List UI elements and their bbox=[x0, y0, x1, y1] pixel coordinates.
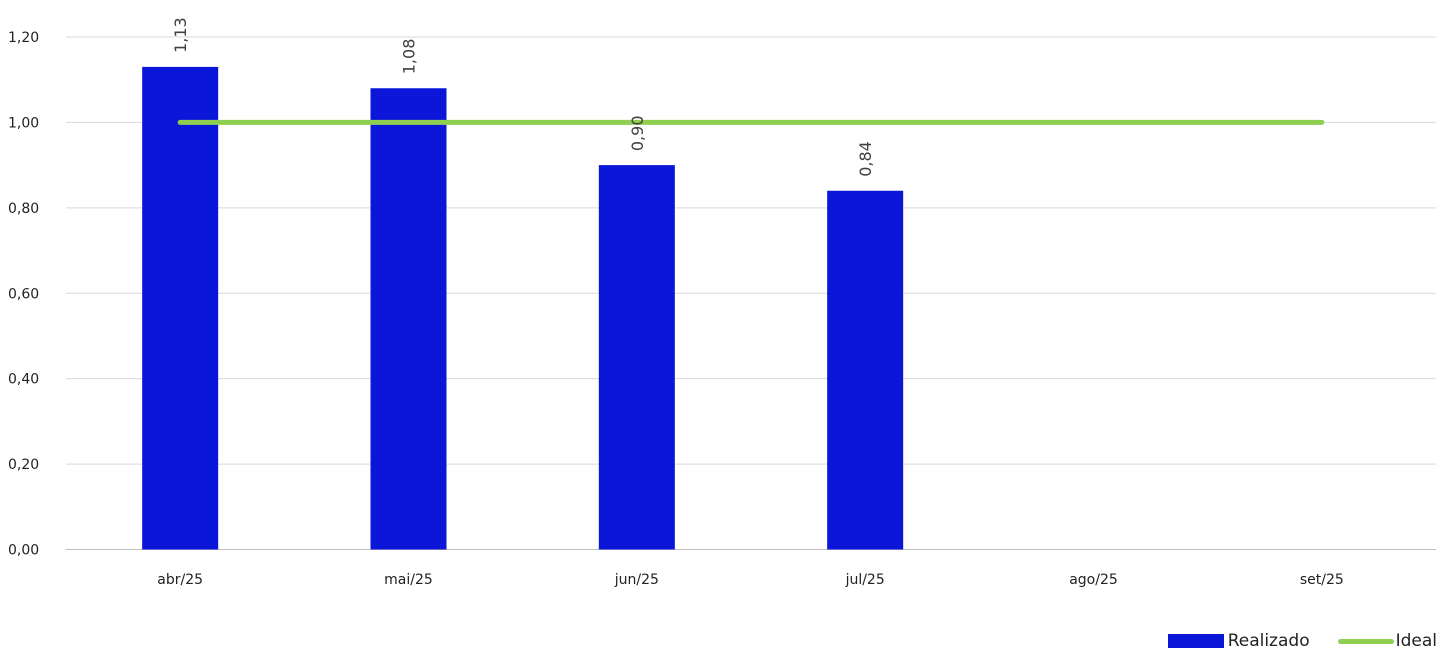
grid-layer bbox=[66, 36, 1436, 550]
y-tick-label: 0,80 bbox=[8, 201, 39, 217]
y-tick-label: 0,00 bbox=[8, 543, 39, 559]
y-tick-label: 1,00 bbox=[8, 115, 39, 131]
legend-bar-swatch bbox=[1167, 634, 1224, 648]
x-tick-label: abr/25 bbox=[157, 572, 203, 588]
y-axis-ticks: 0,00 0,20 0,40 0,60 0,80 1,00 1,20 bbox=[8, 30, 39, 559]
data-label: 1,08 bbox=[400, 39, 419, 75]
legend-item-line: Ideal bbox=[1337, 631, 1437, 651]
legend-label-line: Ideal bbox=[1395, 631, 1437, 651]
x-tick-label: jun/25 bbox=[614, 572, 659, 588]
data-label: 0,90 bbox=[628, 116, 647, 152]
x-tick-label: mai/25 bbox=[384, 572, 433, 588]
y-tick-label: 0,20 bbox=[8, 457, 39, 473]
legend-label-bar: Realizado bbox=[1227, 631, 1310, 651]
bar-series bbox=[142, 66, 904, 550]
data-label: 0,84 bbox=[856, 141, 875, 177]
y-tick-label: 0,60 bbox=[8, 286, 39, 302]
data-label: 1,13 bbox=[171, 17, 190, 53]
legend-line-swatch bbox=[1337, 638, 1394, 644]
bar bbox=[142, 66, 219, 550]
bar bbox=[370, 88, 447, 550]
x-axis-ticks: abr/25 mai/25 jun/25 jul/25 ago/25 set/25 bbox=[157, 572, 1344, 588]
x-tick-label: set/25 bbox=[1300, 572, 1344, 588]
y-tick-label: 0,40 bbox=[8, 372, 39, 388]
bar bbox=[827, 190, 904, 550]
legend: Realizado Ideal bbox=[1140, 631, 1437, 651]
legend-item-bar: Realizado bbox=[1167, 631, 1310, 651]
y-tick-label: 1,20 bbox=[8, 30, 39, 46]
data-labels: 1,13 1,08 0,90 0,84 bbox=[171, 17, 875, 176]
x-tick-label: ago/25 bbox=[1069, 572, 1118, 588]
bar bbox=[598, 165, 675, 550]
x-tick-label: jul/25 bbox=[845, 572, 885, 588]
